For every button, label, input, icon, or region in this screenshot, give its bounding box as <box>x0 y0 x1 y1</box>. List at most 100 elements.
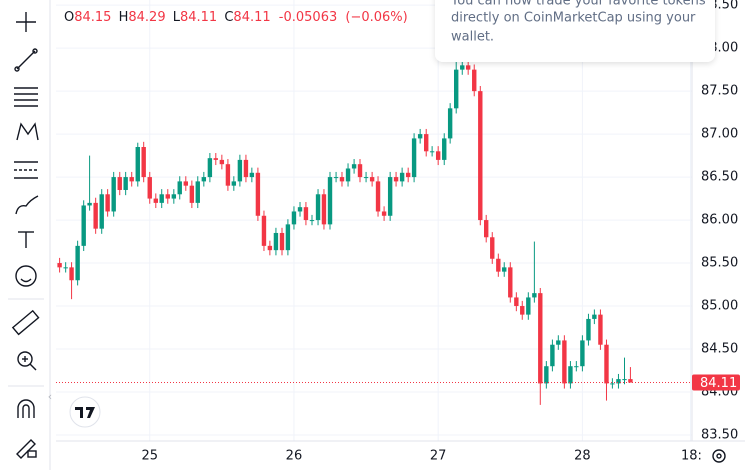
candle-body <box>183 181 188 186</box>
x-tick-label: 27 <box>430 449 447 464</box>
candle-body <box>574 366 579 368</box>
x-tick-label: 25 <box>141 449 158 464</box>
candle-body <box>357 164 363 178</box>
candle-body <box>225 164 231 186</box>
ohlc-value: 84.15 <box>74 10 111 25</box>
candle-body <box>207 158 213 178</box>
candle-body <box>249 172 255 178</box>
candle-body <box>345 168 351 182</box>
ohlc-key: L <box>173 10 181 25</box>
candle-body <box>75 245 80 281</box>
candles <box>56 0 692 405</box>
candle-body <box>201 177 207 182</box>
candle-body <box>105 194 110 212</box>
pattern-tool[interactable] <box>16 122 39 141</box>
lock-draw-tool[interactable] <box>16 439 37 459</box>
trendline-tool[interactable] <box>14 48 38 72</box>
ohlc-value: 84.11 <box>233 10 270 25</box>
candle-body <box>111 177 116 212</box>
candle-body <box>285 224 291 251</box>
candle-body <box>177 181 182 195</box>
candle-body <box>315 194 321 221</box>
change-value: -0.05063 <box>279 10 337 25</box>
candle-body <box>604 344 609 384</box>
settings-button[interactable] <box>712 449 726 463</box>
prediction-tool[interactable] <box>14 161 38 179</box>
candle-body <box>417 134 423 139</box>
ohlc-value: 84.11 <box>180 10 217 25</box>
candle-body <box>117 177 122 190</box>
candle-body <box>592 314 597 319</box>
candle-body <box>327 177 333 225</box>
candle-body <box>454 69 459 109</box>
axes: 83.5084.0084.5085.0085.5086.0086.5087.00… <box>56 0 745 464</box>
candle-body <box>514 297 519 307</box>
candle-body <box>69 267 74 281</box>
y-tick-label: 83.50 <box>701 427 738 442</box>
candle-body <box>532 293 537 298</box>
candle-body <box>153 198 158 203</box>
candle-body <box>435 151 441 160</box>
candle-body <box>261 215 267 246</box>
candle-body <box>81 205 86 246</box>
candle-body <box>243 159 249 178</box>
popup-box <box>435 0 715 62</box>
candle-body <box>159 194 164 203</box>
ohlc-key: H <box>119 10 129 25</box>
candle-body <box>465 65 471 70</box>
popup-text: directly on CoinMarketCap using your <box>451 11 696 26</box>
candle-body <box>424 134 429 152</box>
candle-body <box>333 177 339 179</box>
brush-tool[interactable] <box>15 195 39 215</box>
candle-body <box>57 263 62 268</box>
y-tick-label: 85.00 <box>701 299 738 314</box>
y-tick-label: 87.00 <box>701 127 738 142</box>
crosshair-tool[interactable] <box>16 12 36 32</box>
candle-body <box>309 220 315 222</box>
candle-body <box>544 366 549 384</box>
candle-body <box>297 207 303 212</box>
toolbar: ‹ <box>8 0 101 470</box>
ohlc-value: 84.29 <box>128 10 165 25</box>
candle-body <box>63 267 68 269</box>
candle-body <box>447 108 453 139</box>
candle-body <box>429 151 435 153</box>
emoji-tool[interactable] <box>15 265 37 287</box>
candle-body <box>141 147 146 178</box>
candle-body <box>219 159 225 165</box>
text-tool[interactable] <box>18 231 34 248</box>
candle-body <box>508 267 513 298</box>
candle-body <box>165 194 170 199</box>
candle-body <box>628 379 633 383</box>
candle-body <box>616 379 621 384</box>
ruler-tool[interactable] <box>11 309 40 336</box>
candle-body <box>267 245 273 251</box>
candle-body <box>460 65 465 70</box>
candle-body <box>351 164 357 169</box>
candle-body <box>375 181 381 212</box>
popup-text: wallet. <box>451 30 494 45</box>
collapse-toolbar[interactable]: ‹ <box>48 390 52 403</box>
candle-body <box>526 297 531 315</box>
candle-body <box>478 91 483 221</box>
tradingview-logo[interactable] <box>69 396 101 428</box>
zoom-tool[interactable] <box>17 351 37 371</box>
candle-body <box>387 177 393 216</box>
candle-body <box>399 172 405 182</box>
candle-body <box>171 194 177 199</box>
candle-body <box>550 344 555 367</box>
candle-body <box>520 306 525 315</box>
candle-body <box>273 232 279 251</box>
y-tick-label: 86.00 <box>701 213 738 228</box>
magnet-tool[interactable] <box>17 399 35 418</box>
candle-body <box>231 181 237 186</box>
ohlc-key: O <box>64 10 74 25</box>
candle-body <box>502 267 507 272</box>
candle-body <box>496 258 501 272</box>
candle-body <box>339 177 345 182</box>
candle-body <box>147 177 152 199</box>
candle-body <box>291 211 297 225</box>
fib-tool[interactable] <box>14 87 38 107</box>
